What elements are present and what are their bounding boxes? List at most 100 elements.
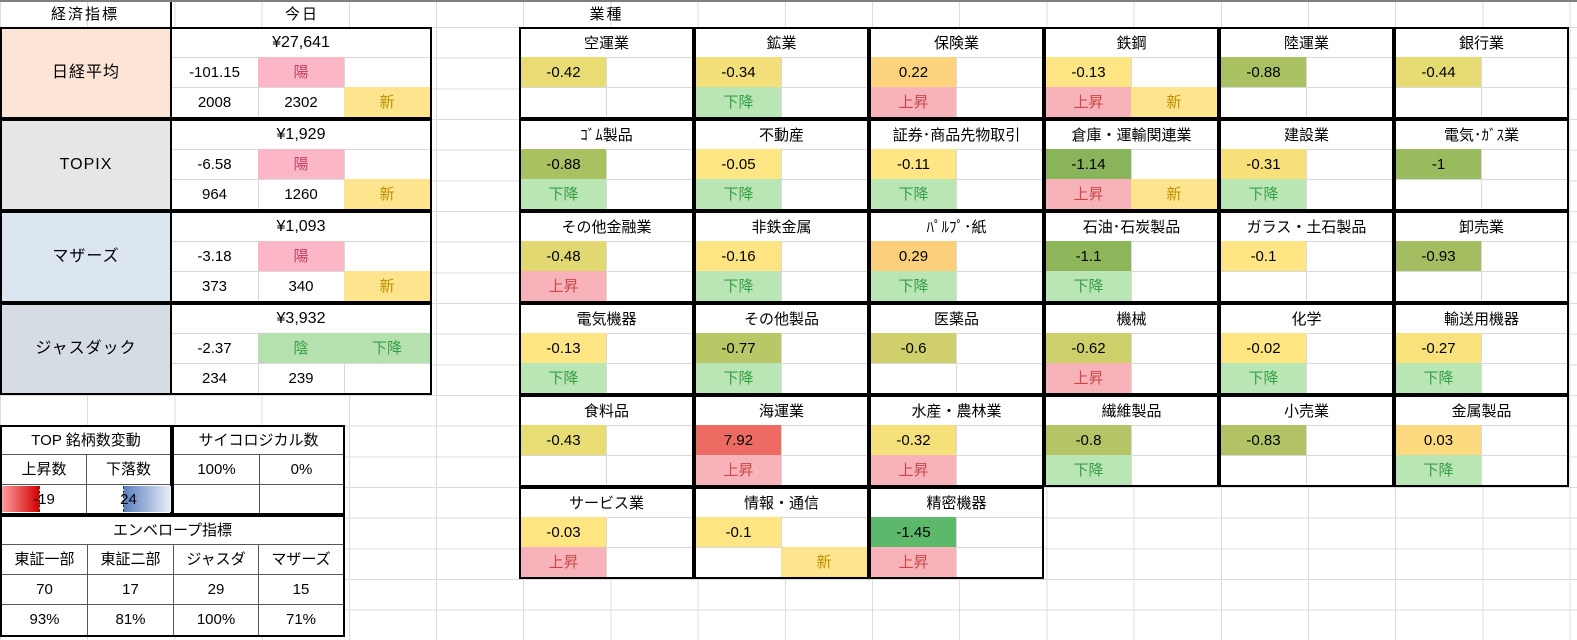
sector-value-cell[interactable]: -0.05 [696,149,781,179]
index-candle-cell[interactable]: 陽 [258,241,344,271]
sector-name-cell[interactable]: 空運業 [583,34,629,52]
advancers-value[interactable]: -19 [33,490,55,508]
sector-status-cell[interactable]: 下降 [1396,363,1481,393]
envelope-market-header[interactable]: 東証二部 [100,551,161,568]
index-name-cell[interactable]: 日経平均 [2,29,172,117]
sector-name-cell[interactable]: 倉庫・運輸関連業 [1071,126,1192,144]
decline-count-cell[interactable]: 1260 [284,185,318,203]
sector-value-cell[interactable]: -1.1 [1046,241,1131,271]
sector-new-cell[interactable]: 新 [781,547,867,577]
sector-name-cell[interactable]: 石油･石炭製品 [1082,218,1181,236]
sector-name-cell[interactable]: 医薬品 [933,310,979,328]
sector-status-cell[interactable]: 上昇 [1046,179,1131,209]
psychological-value-2[interactable]: 0% [290,461,313,478]
sector-value-cell[interactable]: -0.11 [871,149,956,179]
index-trend-cell[interactable]: 下降 [344,333,430,363]
sector-value-cell[interactable]: -0.8 [1046,425,1131,455]
sector-value-cell[interactable]: -0.44 [1396,57,1481,87]
sector-name-cell[interactable]: 不動産 [758,126,804,144]
envelope-market-header[interactable]: マザーズ [271,551,331,568]
sector-name-cell[interactable]: 繊維製品 [1101,402,1162,420]
index-change-cell[interactable]: -6.58 [197,155,232,173]
sector-status-cell[interactable]: 下降 [871,179,956,209]
envelope-value[interactable]: 70 [36,581,53,598]
sector-status-cell[interactable]: 上昇 [696,455,781,485]
sector-name-cell[interactable]: 証券･商品先物取引 [892,126,1021,144]
sector-name-cell[interactable]: 卸売業 [1458,218,1504,236]
sector-name-cell[interactable]: サービス業 [568,494,644,512]
sector-name-cell[interactable]: 情報・通信 [743,494,819,512]
decline-count-cell[interactable]: 340 [288,277,314,295]
envelope-market-header[interactable]: ジャスダ [186,551,246,568]
new-flag-cell[interactable]: 新 [344,179,430,209]
index-candle-cell[interactable]: 陽 [258,57,344,87]
sector-status-cell[interactable]: 下降 [1046,271,1131,301]
sector-value-cell[interactable]: -0.6 [871,333,956,363]
sector-name-cell[interactable]: その他製品 [743,310,819,328]
index-name-cell[interactable]: ジャスダック [2,305,172,393]
sector-status-cell[interactable]: 下降 [871,271,956,301]
top-change-title[interactable]: TOP 銘柄数変動 [31,432,141,449]
sector-value-cell[interactable]: -0.48 [521,241,606,271]
advance-count-cell[interactable]: 234 [201,369,228,387]
sector-value-cell[interactable]: -0.93 [1396,241,1481,271]
sector-status-cell[interactable]: 上昇 [1046,363,1131,393]
economic-indicators-header[interactable]: 経済指標 [0,2,172,27]
sector-new-cell[interactable]: 新 [1131,179,1217,209]
sector-value-cell[interactable]: -1 [1396,149,1481,179]
sector-name-cell[interactable]: 水産・農林業 [911,402,1002,420]
sector-name-cell[interactable]: ﾊﾟﾙﾌﾟ･紙 [926,218,987,236]
index-name-cell[interactable]: TOPIX [2,121,172,209]
envelope-value[interactable]: 29 [207,581,225,598]
sector-status-cell[interactable]: 上昇 [871,547,956,577]
sector-value-cell[interactable]: -0.31 [1221,149,1306,179]
sector-status-cell[interactable]: 下降 [1396,455,1481,485]
sector-status-cell[interactable]: 上昇 [1046,87,1131,117]
sector-value-cell[interactable]: -0.43 [521,425,606,455]
envelope-value[interactable]: 15 [292,581,310,598]
index-price-cell[interactable]: ¥3,932 [276,310,326,327]
sector-name-cell[interactable]: 金属製品 [1451,402,1512,420]
envelope-value[interactable]: 17 [122,581,139,598]
decline-count-cell[interactable]: 2302 [284,93,318,111]
sector-name-cell[interactable]: 陸運業 [1283,34,1329,52]
sector-name-cell[interactable]: 輸送用機器 [1443,310,1519,328]
new-flag-cell[interactable]: 新 [344,271,430,301]
index-name-cell[interactable]: マザーズ [2,213,172,301]
sector-value-cell[interactable]: -0.13 [1046,57,1131,87]
sector-name-cell[interactable]: 建設業 [1283,126,1329,144]
advance-count-cell[interactable]: 964 [201,185,228,203]
sector-value-cell[interactable]: -0.42 [521,57,606,87]
index-candle-cell[interactable]: 陽 [258,149,344,179]
index-price-cell[interactable]: ¥1,093 [276,218,326,235]
sector-status-cell[interactable]: 下降 [521,179,606,209]
sector-value-cell[interactable]: -0.16 [696,241,781,271]
advance-count-cell[interactable]: 2008 [197,93,232,111]
index-price-cell[interactable]: ¥1,929 [276,126,326,143]
index-change-cell[interactable]: -3.18 [197,247,232,265]
sector-value-cell[interactable]: 0.22 [871,57,956,87]
sector-status-cell[interactable]: 上昇 [871,87,956,117]
sector-name-cell[interactable]: 銀行業 [1458,34,1504,52]
sector-value-cell[interactable]: -0.83 [1221,425,1306,455]
sector-name-cell[interactable]: 鉄鋼 [1116,34,1147,52]
sector-status-cell[interactable]: 下降 [1046,455,1131,485]
advance-count-cell[interactable]: 373 [201,277,228,295]
sector-value-cell[interactable]: -0.88 [1221,57,1306,87]
sector-name-cell[interactable]: ｺﾞﾑ製品 [580,126,633,144]
envelope-title[interactable]: エンベロープ指標 [112,522,233,539]
sector-value-cell[interactable]: 7.92 [696,425,781,455]
psychological-title[interactable]: サイコロジカル数 [198,432,319,449]
sector-name-cell[interactable]: 精密機器 [926,494,987,512]
sector-status-cell[interactable]: 上昇 [871,455,956,485]
sector-name-cell[interactable]: 非鉄金属 [751,218,812,236]
sector-value-cell[interactable]: -0.02 [1221,333,1306,363]
index-candle-cell[interactable]: 陰 [258,333,344,363]
sector-status-cell[interactable]: 下降 [696,363,781,393]
sector-name-cell[interactable]: 保険業 [933,34,979,52]
envelope-percent[interactable]: 81% [115,611,146,628]
sector-value-cell[interactable]: -0.77 [696,333,781,363]
sector-name-cell[interactable]: 食料品 [583,402,629,420]
sector-value-cell[interactable]: 0.03 [1396,425,1481,455]
sector-value-cell[interactable]: -0.1 [696,517,781,547]
